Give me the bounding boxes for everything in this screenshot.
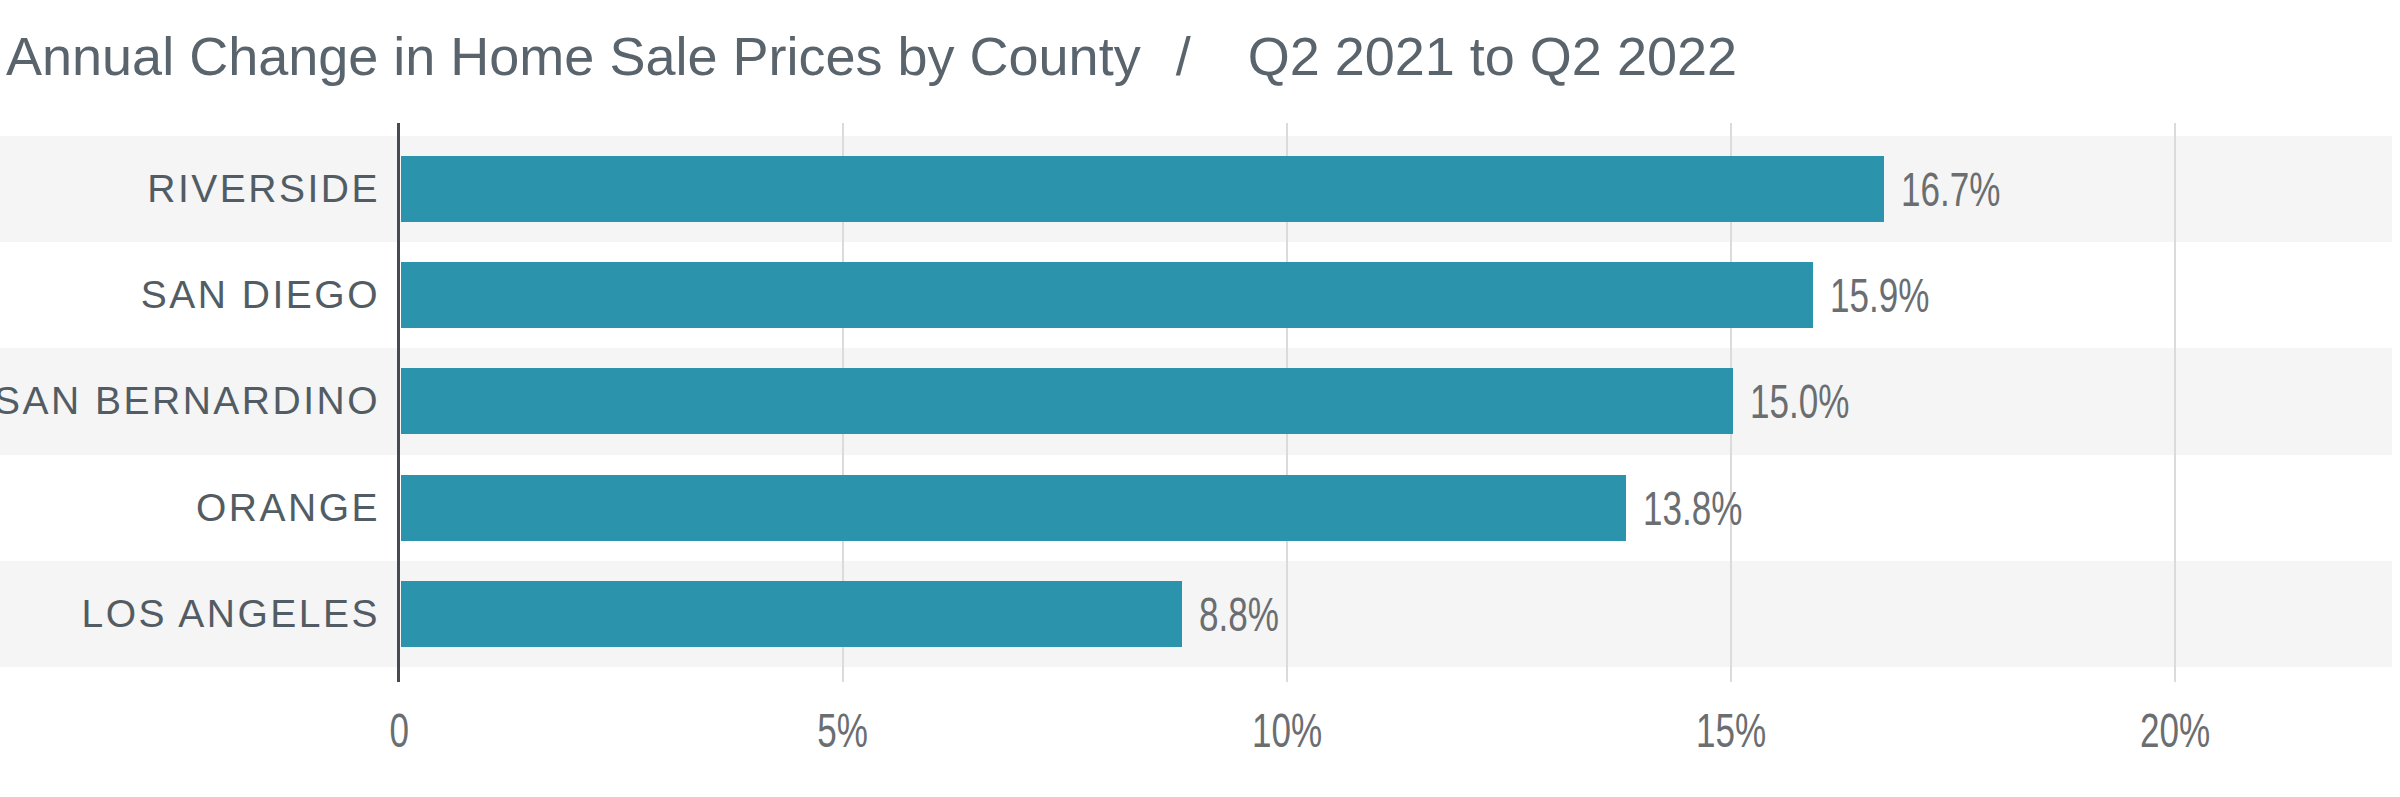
value-bar	[401, 156, 1884, 222]
county-label: SAN BERNARDINO	[0, 379, 380, 423]
value-label-text: 8.8%	[1199, 586, 1279, 641]
county-label: RIVERSIDE	[147, 167, 380, 211]
county-label: SAN DIEGO	[141, 273, 380, 317]
x-axis-tick-label: 0	[299, 703, 499, 758]
value-label: 15.9%	[1830, 268, 1966, 323]
x-axis-tick-label: 10%	[1187, 703, 1387, 758]
chart-row: SAN BERNARDINO 15.0%	[0, 348, 2400, 454]
value-label: 13.8%	[1643, 480, 1779, 535]
x-axis-tick-label-text: 20%	[2140, 703, 2210, 758]
chart-row: SAN DIEGO 15.9%	[0, 242, 2400, 348]
value-label-text: 15.9%	[1830, 268, 1929, 323]
value-bar	[401, 262, 1813, 328]
county-label: ORANGE	[196, 486, 380, 530]
zero-axis-line	[397, 123, 400, 682]
chart-row: ORANGE 13.8%	[0, 455, 2400, 561]
value-label-text: 15.0%	[1750, 374, 1849, 429]
x-axis-tick-label-text: 5%	[818, 703, 869, 758]
value-label-text: 13.8%	[1643, 480, 1742, 535]
value-label: 15.0%	[1750, 374, 1886, 429]
chart-row: RIVERSIDE 16.7%	[0, 136, 2400, 242]
county-label: LOS ANGELES	[82, 592, 380, 636]
value-label-text: 16.7%	[1901, 162, 2000, 217]
value-label: 16.7%	[1901, 162, 2037, 217]
value-bar	[401, 368, 1733, 434]
x-axis-tick-label-text: 0	[389, 703, 408, 758]
page: { "title": { "main": "Annual Change in H…	[0, 0, 2400, 797]
x-axis-tick-label: 20%	[2075, 703, 2275, 758]
value-bar	[401, 581, 1182, 647]
x-axis-tick-label: 5%	[743, 703, 943, 758]
x-axis-tick-label: 15%	[1631, 703, 1831, 758]
value-bar	[401, 475, 1626, 541]
x-axis-tick-label-text: 10%	[1252, 703, 1322, 758]
value-label: 8.8%	[1199, 586, 1308, 641]
bar-chart-plot-area: RIVERSIDE 16.7% SAN DIEGO 15.9% SAN BERN…	[0, 0, 2400, 797]
x-axis-tick-label-text: 15%	[1696, 703, 1766, 758]
chart-row: LOS ANGELES 8.8%	[0, 561, 2400, 667]
